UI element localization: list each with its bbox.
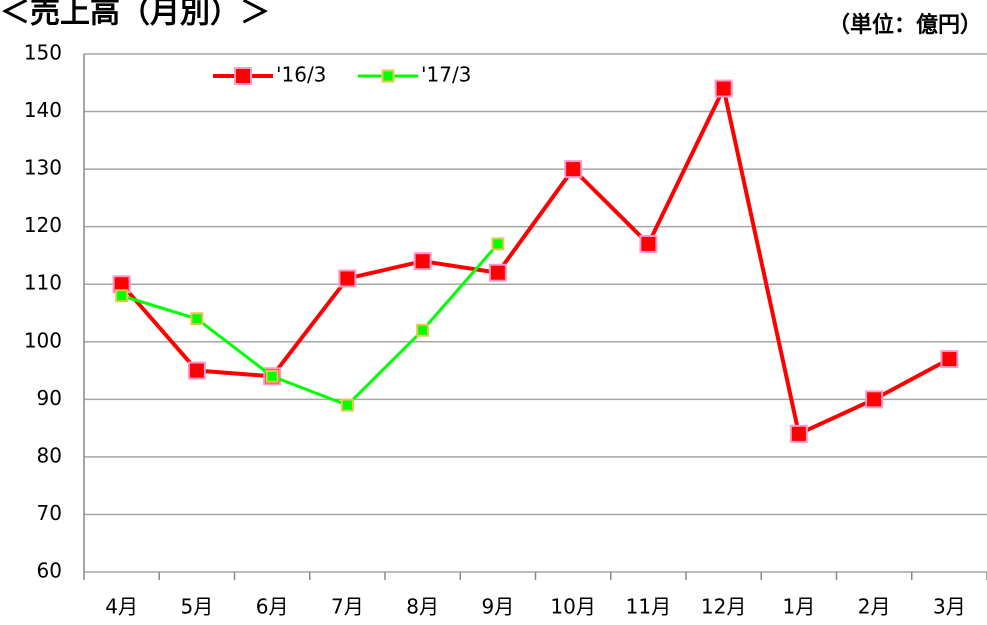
y-tick-label: 110 <box>24 271 62 295</box>
x-tick-label: 9月 <box>482 595 515 619</box>
y-tick-label: 90 <box>37 386 62 410</box>
data-point <box>564 160 583 179</box>
y-tick-label: 120 <box>24 213 62 237</box>
legend-label: '17/3 <box>421 63 471 87</box>
legend-label: '16/3 <box>276 63 326 87</box>
y-tick-label: 150 <box>24 41 62 65</box>
chart-title: ＜売上高（月別）＞ <box>0 0 270 31</box>
y-tick-label: 140 <box>24 98 62 122</box>
y-tick-label: 100 <box>24 328 62 352</box>
y-tick-label: 80 <box>37 443 62 467</box>
x-tick-label: 10月 <box>550 595 595 619</box>
x-tick-label: 6月 <box>256 595 289 619</box>
x-tick-label: 1月 <box>783 595 816 619</box>
y-tick-label: 130 <box>24 156 62 180</box>
data-point <box>491 237 505 251</box>
x-tick-label: 12月 <box>701 595 746 619</box>
data-point <box>187 361 206 380</box>
x-tick-label: 3月 <box>933 595 966 619</box>
x-tick-label: 8月 <box>406 595 439 619</box>
series-line <box>120 86 951 436</box>
data-point <box>115 289 129 303</box>
data-point <box>340 398 354 412</box>
x-tick-label: 7月 <box>331 595 364 619</box>
x-tick-label: 2月 <box>858 595 891 619</box>
legend-marker <box>381 69 395 83</box>
data-point <box>338 269 357 288</box>
series-line <box>121 242 500 407</box>
data-point <box>865 390 884 409</box>
data-point <box>265 369 279 383</box>
data-point <box>190 312 204 326</box>
data-point <box>413 252 432 271</box>
x-tick-label: 5月 <box>181 595 214 619</box>
legend-marker <box>234 67 252 85</box>
x-tick-label: 4月 <box>105 595 138 619</box>
data-point <box>789 424 808 443</box>
data-point <box>639 234 658 253</box>
data-point <box>488 263 507 282</box>
y-tick-label: 70 <box>37 501 62 525</box>
x-tick-label: 11月 <box>626 595 671 619</box>
y-tick-label: 60 <box>37 559 62 583</box>
data-point <box>714 79 733 98</box>
data-point <box>940 350 959 369</box>
data-point <box>416 323 430 337</box>
unit-note: （単位：億円） <box>828 12 982 38</box>
